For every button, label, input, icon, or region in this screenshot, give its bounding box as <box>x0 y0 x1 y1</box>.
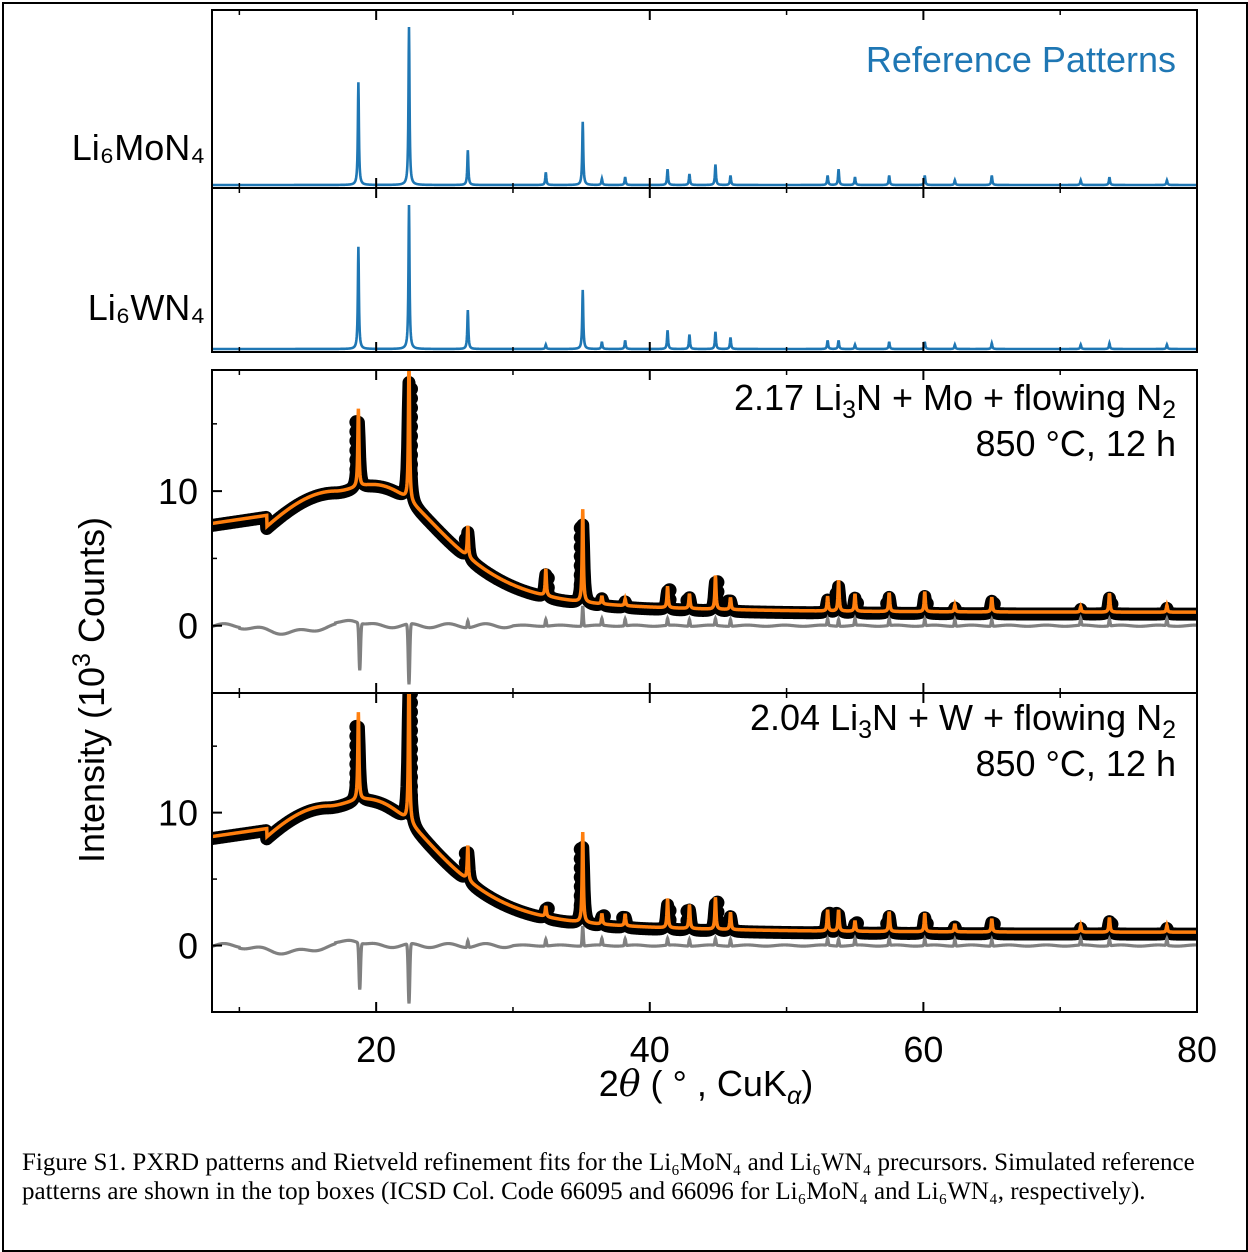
y-tick-label: 10 <box>158 793 198 834</box>
figure-caption: Figure S1. PXRD patterns and Rietveld re… <box>22 1149 1195 1205</box>
reference-pattern-line <box>212 204 1197 351</box>
y-tick-label: 10 <box>158 471 198 512</box>
w-sample-annotation-line2: 850 °C, 12 h <box>975 743 1176 784</box>
axes-frames <box>211 9 1198 1013</box>
y-tick-label: 0 <box>178 926 198 967</box>
x-tick-label: 20 <box>356 1029 396 1070</box>
y-axis-label: Intensity (103 Counts) <box>68 517 112 863</box>
li6wn4-label: Li₆WN₄ <box>88 287 205 328</box>
axis-ticks: 0 10 0 10 20 40 60 80 <box>158 10 1217 1070</box>
w-sample-plot <box>212 693 1197 1004</box>
calculated-pattern <box>212 370 1197 614</box>
li6wn4-reference-plot <box>212 204 1197 351</box>
axes-frame <box>211 187 1198 353</box>
pxrd-figure: 0 10 0 10 20 40 60 80 Li₆MoN₄ Li₆WN₄ Reference … <box>68 9 1217 1110</box>
reference-patterns-annotation: Reference Patterns <box>866 39 1176 80</box>
y-tick-label: 0 <box>178 606 198 647</box>
axes-frame <box>211 692 1198 1013</box>
x-axis-label: 2θ ( ° , CuKα) <box>599 1063 813 1110</box>
x-tick-label: 80 <box>1177 1029 1217 1070</box>
li6mon4-label: Li₆MoN₄ <box>72 127 205 168</box>
difference-curve <box>212 925 1197 1004</box>
sample-plot-area <box>212 370 1197 685</box>
w-sample-annotation-line1: 2.04 Li3N + W + flowing N2 <box>750 697 1176 744</box>
difference-curve <box>212 605 1197 685</box>
sample-plot-area <box>212 693 1197 1004</box>
mo-sample-annotation-line1: 2.17 Li3N + Mo + flowing N2 <box>734 377 1176 424</box>
calculated-pattern <box>212 693 1197 934</box>
x-tick-label: 40 <box>630 1029 670 1070</box>
mo-sample-plot <box>212 370 1197 685</box>
mo-sample-annotation-line2: 850 °C, 12 h <box>975 423 1176 464</box>
x-tick-label: 60 <box>903 1029 943 1070</box>
